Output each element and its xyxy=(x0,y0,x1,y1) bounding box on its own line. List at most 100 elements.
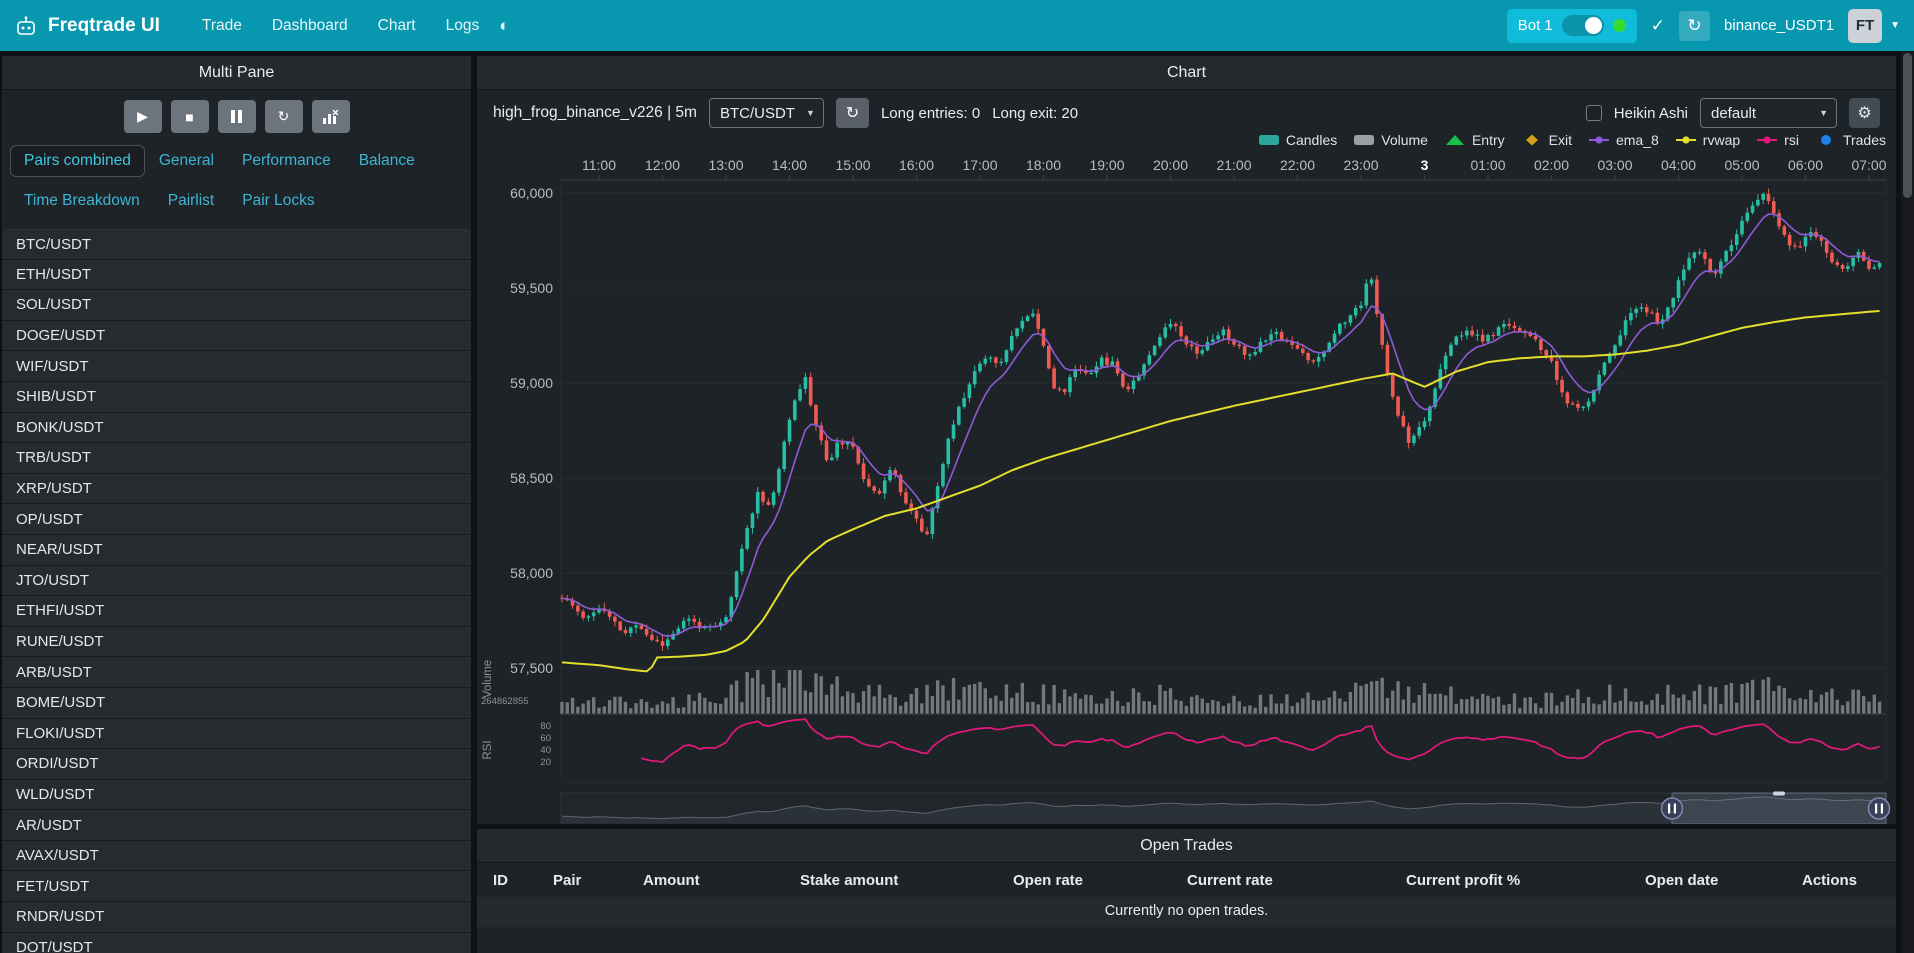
open-trades-columns: ID Pair Amount Stake amount Open rate Current… xyxy=(477,863,1896,897)
pair-select[interactable]: BTC/USDT ▼ xyxy=(708,98,824,128)
no-open-trades-message: Currently no open trades. xyxy=(477,897,1896,927)
pair-list-item[interactable]: DOGE/USDT xyxy=(2,320,471,352)
pair-list-item[interactable]: BTC/USDT xyxy=(2,229,471,260)
pair-list-item[interactable]: OP/USDT xyxy=(2,504,471,535)
pair-list-item[interactable]: WLD/USDT xyxy=(2,779,471,811)
navbar-right: Bot 1 ✓ ↻ binance_USDT1 FT ▼ xyxy=(1506,8,1900,43)
svg-text:59,000: 59,000 xyxy=(510,375,553,391)
nav-link-logs[interactable]: Logs xyxy=(445,16,480,34)
plot-settings-button[interactable]: ⚙ xyxy=(1849,98,1880,128)
pair-list-item[interactable]: TRB/USDT xyxy=(2,443,471,474)
column-header-actions: Actions xyxy=(1802,871,1858,889)
navigator-right-handle[interactable] xyxy=(1867,797,1891,820)
plot-config-select[interactable]: default ▼ xyxy=(1700,98,1837,128)
pair-list-item[interactable]: DOT/USDT xyxy=(2,932,471,953)
bot-selector[interactable]: Bot 1 xyxy=(1506,8,1637,43)
ema-8-line xyxy=(561,213,1880,638)
legend-item-trades[interactable]: Trades xyxy=(1815,132,1886,148)
pause-icon xyxy=(231,110,242,123)
chart-off-icon xyxy=(323,109,339,124)
svg-text:23:00: 23:00 xyxy=(1343,157,1378,173)
tab-time-breakdown[interactable]: Time Breakdown xyxy=(24,192,140,209)
pair-list-item[interactable]: BONK/USDT xyxy=(2,412,471,444)
legend-marker-line-dot-icon xyxy=(1675,136,1696,144)
svg-text:40: 40 xyxy=(540,745,551,756)
theme-toggle-icon[interactable]: ◐ xyxy=(499,15,510,35)
user-avatar[interactable]: FT xyxy=(1848,8,1883,43)
volume-pane-label: Volume xyxy=(482,660,494,698)
tab-pair-locks[interactable]: Pair Locks xyxy=(242,192,315,209)
heikin-ashi-label: Heikin Ashi xyxy=(1613,104,1688,122)
svg-text:05:00: 05:00 xyxy=(1724,157,1759,173)
pair-list-item[interactable]: BOME/USDT xyxy=(2,687,471,719)
reload-button[interactable]: ↻ xyxy=(264,100,303,133)
user-menu-caret-icon[interactable]: ▼ xyxy=(1890,20,1900,31)
legend-marker-rect-icon xyxy=(1258,135,1279,145)
navigator-selected-range[interactable] xyxy=(1671,792,1887,824)
legend-label: rvwap xyxy=(1702,132,1741,148)
column-header-stake-amount: Stake amount xyxy=(800,871,899,889)
legend-item-exit[interactable]: Exit xyxy=(1521,132,1572,148)
long-entries-label: Long entries: 0 xyxy=(880,104,981,122)
tab-pairs-combined[interactable]: Pairs combined xyxy=(10,145,145,177)
chevron-down-icon: ▼ xyxy=(1819,108,1828,118)
chart-refresh-button[interactable]: ↻ xyxy=(835,98,869,128)
navigator-left-handle[interactable] xyxy=(1660,797,1684,820)
legend-item-rsi[interactable]: rsi xyxy=(1756,132,1799,148)
pair-list-item[interactable]: SHIB/USDT xyxy=(2,381,471,413)
navigator-range-marker xyxy=(1773,791,1785,796)
legend-label: Entry xyxy=(1471,132,1505,148)
chart-panel: Chart high_frog_binance_v226 | 5m BTC/US… xyxy=(477,56,1896,824)
column-header-open-rate: Open rate xyxy=(1013,871,1084,889)
global-refresh-button[interactable]: ↻ xyxy=(1679,10,1711,41)
pair-list-item[interactable]: WIF/USDT xyxy=(2,351,471,382)
legend-item-rvwap[interactable]: rvwap xyxy=(1675,132,1740,148)
pair-list-item[interactable]: ETHFI/USDT xyxy=(2,596,471,627)
pause-button[interactable] xyxy=(217,100,256,133)
nav-link-dashboard[interactable]: Dashboard xyxy=(271,16,348,34)
pair-list-item[interactable]: JTO/USDT xyxy=(2,565,471,597)
svg-text:60: 60 xyxy=(540,733,551,744)
bot-toggle[interactable] xyxy=(1561,15,1604,36)
bot-toggle-knob xyxy=(1584,17,1602,34)
tab-performance[interactable]: Performance xyxy=(241,152,331,169)
tab-balance[interactable]: Balance xyxy=(358,152,415,169)
legend-marker-diamond-icon xyxy=(1525,134,1538,146)
play-button[interactable]: ▶ xyxy=(123,100,162,133)
pair-list-item[interactable]: AR/USDT xyxy=(2,810,471,841)
long-exit-label: Long exit: 20 xyxy=(992,104,1079,122)
refresh-icon: ↻ xyxy=(1687,15,1702,35)
tab-pairlist[interactable]: Pairlist xyxy=(167,192,215,209)
column-header-current-profit-: Current profit % xyxy=(1406,871,1521,889)
chevron-down-icon: ▼ xyxy=(806,108,815,118)
legend-item-volume[interactable]: Volume xyxy=(1353,132,1428,148)
legend-item-entry[interactable]: Entry xyxy=(1444,132,1505,148)
pair-list-item[interactable]: RNDR/USDT xyxy=(2,902,471,933)
hide-chart-button[interactable] xyxy=(311,100,350,133)
stop-button[interactable]: ■ xyxy=(170,100,209,133)
nav-link-chart[interactable]: Chart xyxy=(377,16,416,34)
pair-list-item[interactable]: NEAR/USDT xyxy=(2,534,471,566)
pair-list-item[interactable]: ARB/USDT xyxy=(2,657,471,688)
heikin-ashi-checkbox[interactable] xyxy=(1585,105,1602,121)
pair-list-item[interactable]: AVAX/USDT xyxy=(2,840,471,872)
pair-list-item[interactable]: SOL/USDT xyxy=(2,290,471,321)
strategy-label: high_frog_binance_v226 | 5m xyxy=(493,104,697,121)
legend-item-candles[interactable]: Candles xyxy=(1258,132,1337,148)
open-trades-panel: Open Trades ID Pair Amount Stake amount Open… xyxy=(477,829,1896,953)
pair-list-item[interactable]: ORDI/USDT xyxy=(2,749,471,780)
bot-name: Bot 1 xyxy=(1517,17,1553,34)
price-chart[interactable]: 60,000 59,500 59,000 58,500 58,000 57,500 11:0… xyxy=(477,152,1894,824)
pair-list-item[interactable]: ETH/USDT xyxy=(2,259,471,291)
legend-item-ema-8[interactable]: ema_8 xyxy=(1588,132,1659,148)
tab-general[interactable]: General xyxy=(158,152,214,169)
pair-list-item[interactable]: FLOKI/USDT xyxy=(2,718,471,750)
nav-link-trade[interactable]: Trade xyxy=(201,16,242,34)
window-scrollbar-thumb[interactable] xyxy=(1903,53,1912,198)
right-column: Chart high_frog_binance_v226 | 5m BTC/US… xyxy=(477,56,1896,953)
reload-icon: ↻ xyxy=(277,108,290,124)
pair-list-item[interactable]: RUNE/USDT xyxy=(2,626,471,658)
pair-list-item[interactable]: XRP/USDT xyxy=(2,473,471,505)
pair-list-item[interactable]: FET/USDT xyxy=(2,871,471,903)
svg-text:15:00: 15:00 xyxy=(835,157,870,173)
